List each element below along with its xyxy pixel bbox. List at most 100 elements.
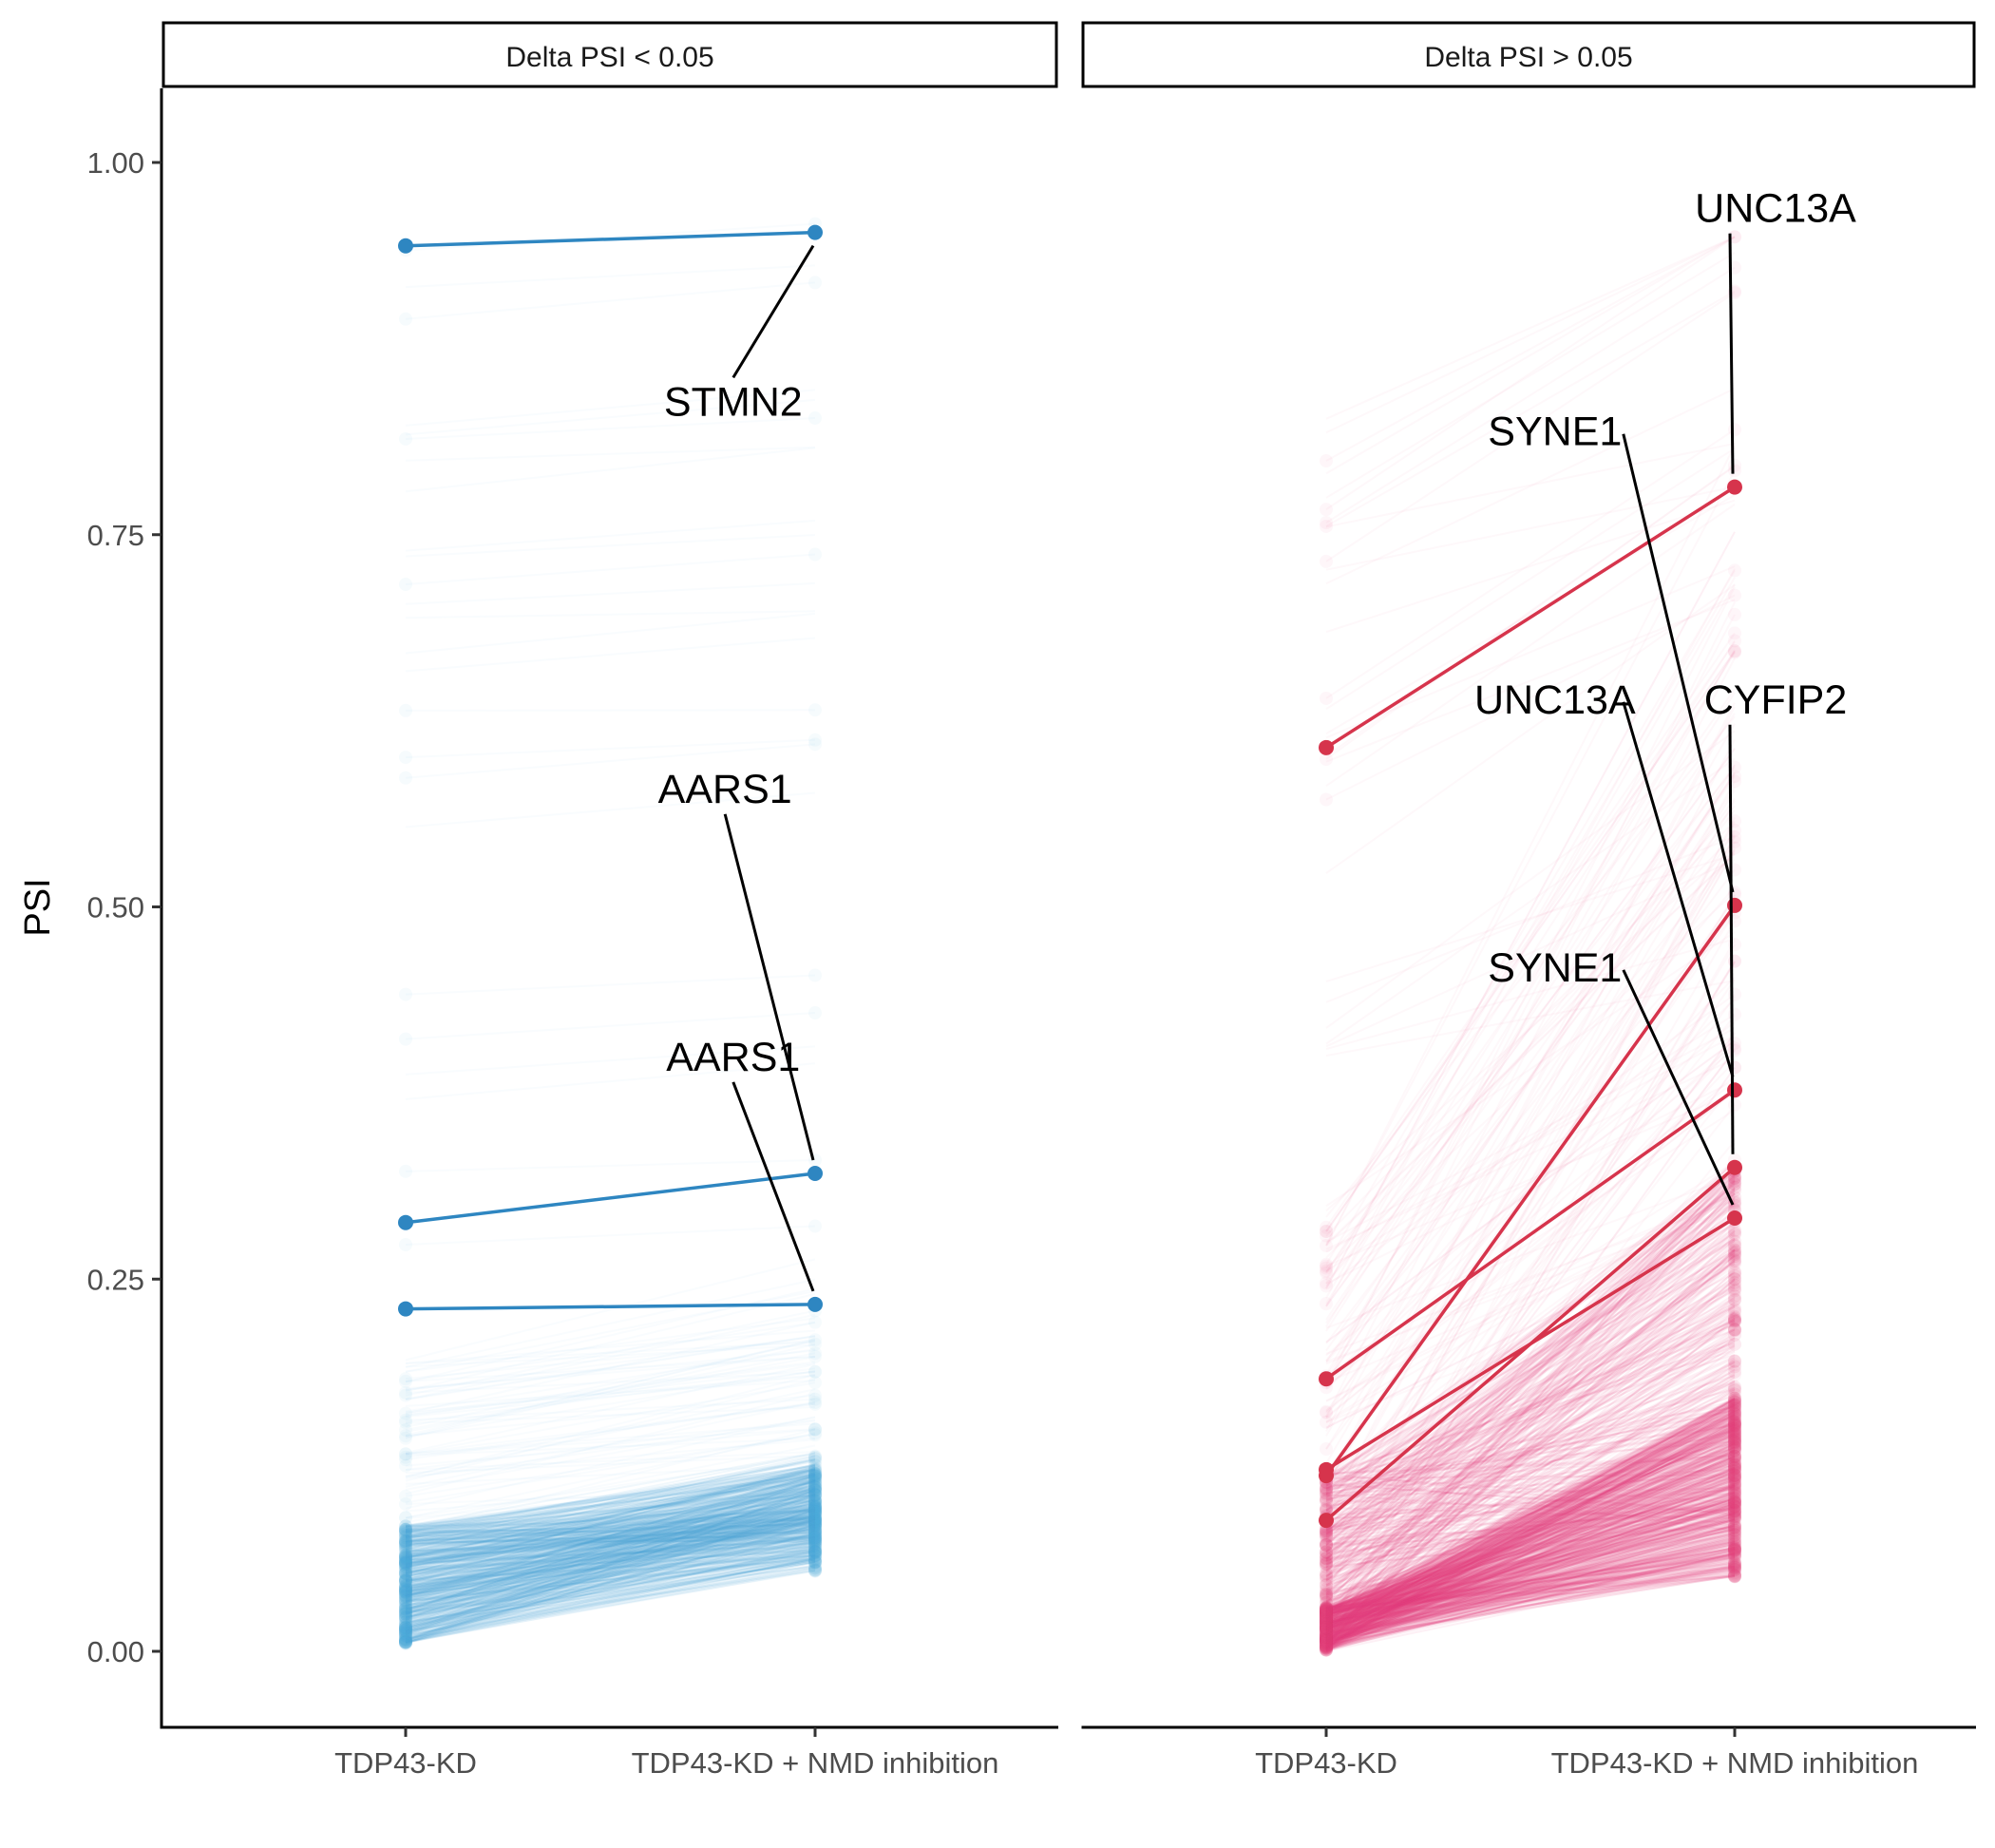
- background-point: [1728, 1543, 1741, 1557]
- background-point: [399, 1527, 412, 1541]
- background-line: [1325, 1426, 1736, 1634]
- background-line: [405, 1533, 816, 1588]
- background-line: [405, 1476, 816, 1568]
- background-point: [1320, 1494, 1333, 1508]
- background-line: [405, 1519, 816, 1562]
- series-line-aars1: [405, 1303, 816, 1311]
- background-point: [808, 1483, 822, 1497]
- background-line: [1325, 1277, 1736, 1533]
- background-point: [399, 1586, 412, 1600]
- background-line: [1325, 1506, 1736, 1610]
- background-line: [405, 1554, 816, 1590]
- background-line: [405, 1554, 816, 1587]
- background-point: [808, 1514, 822, 1528]
- background-line: [1325, 1176, 1736, 1544]
- background-point: [399, 1627, 412, 1641]
- background-point: [399, 1623, 412, 1637]
- background-point: [1728, 1525, 1741, 1539]
- background-line: [405, 1475, 816, 1533]
- background-point: [1320, 1556, 1333, 1571]
- background-point: [808, 1467, 822, 1481]
- background-line: [1325, 1177, 1736, 1619]
- background-point: [399, 1416, 412, 1430]
- background-line: [405, 1513, 816, 1591]
- background-line: [1325, 1476, 1736, 1533]
- background-point: [808, 1504, 822, 1518]
- leader-line: [723, 813, 815, 1161]
- strip-box-left: [162, 21, 1058, 88]
- background-line: [1325, 1482, 1736, 1622]
- background-line: [405, 1505, 816, 1577]
- background-point: [399, 1610, 412, 1624]
- background-line: [405, 1514, 816, 1642]
- background-line: [1325, 1455, 1736, 1623]
- background-line: [1325, 1571, 1736, 1624]
- background-line: [405, 1553, 816, 1582]
- background-line: [405, 1490, 816, 1601]
- background-point: [399, 1585, 412, 1599]
- background-line: [405, 1515, 816, 1568]
- background-point: [399, 1388, 412, 1402]
- background-line: [1325, 1434, 1736, 1617]
- background-point: [399, 1611, 412, 1626]
- background-line: [405, 1466, 816, 1554]
- background-line: [1325, 1425, 1736, 1638]
- background-line: [405, 1476, 816, 1547]
- background-point: [399, 1549, 412, 1563]
- background-line: [405, 1516, 816, 1557]
- background-point: [1728, 1427, 1741, 1441]
- background-line: [1325, 1426, 1736, 1611]
- background-line: [405, 1480, 816, 1605]
- background-line: [405, 1499, 816, 1538]
- background-line: [405, 1554, 816, 1632]
- background-point: [1728, 1097, 1741, 1112]
- background-line: [1325, 1476, 1736, 1538]
- background-line: [1325, 1487, 1736, 1628]
- background-line: [1325, 1240, 1736, 1645]
- background-line: [405, 1512, 816, 1591]
- background-line: [1325, 1476, 1736, 1636]
- background-point: [1320, 1503, 1333, 1517]
- background-line: [1325, 1501, 1736, 1560]
- background-point: [1320, 1606, 1333, 1620]
- background-line: [405, 1549, 816, 1644]
- background-line: [405, 1533, 816, 1591]
- background-point: [1728, 588, 1741, 602]
- background-line: [405, 1523, 816, 1640]
- background-point: [399, 1611, 412, 1626]
- background-line: [405, 1476, 816, 1595]
- background-point: [1728, 1036, 1741, 1050]
- background-line: [1325, 1532, 1736, 1648]
- background-point: [399, 1574, 412, 1589]
- background-line: [1325, 1553, 1736, 1645]
- background-line: [405, 1542, 816, 1596]
- background-line: [405, 1475, 816, 1532]
- background-line: [1325, 1450, 1736, 1610]
- background-point: [808, 1495, 822, 1509]
- background-line: [405, 1515, 816, 1567]
- strip-box-right: [1081, 21, 1976, 88]
- background-point: [1320, 1622, 1333, 1636]
- background-point: [808, 1462, 822, 1476]
- background-line: [405, 1474, 816, 1543]
- background-line: [1326, 237, 1735, 509]
- background-line: [405, 1508, 816, 1566]
- background-line: [405, 1489, 816, 1598]
- background-line: [405, 1487, 816, 1606]
- background-point: [1728, 1416, 1741, 1430]
- background-line: [1325, 1449, 1736, 1621]
- background-line: [405, 1565, 816, 1639]
- background-point: [808, 1527, 822, 1541]
- background-line: [405, 1494, 816, 1527]
- background-line: [405, 1540, 816, 1625]
- background-point: [399, 312, 412, 326]
- background-point: [399, 1581, 412, 1595]
- background-line: [405, 1493, 816, 1560]
- background-line: [405, 1542, 816, 1564]
- background-point: [808, 276, 822, 290]
- background-point: [1320, 1635, 1333, 1649]
- background-line: [405, 1468, 816, 1586]
- background-point: [399, 1632, 412, 1647]
